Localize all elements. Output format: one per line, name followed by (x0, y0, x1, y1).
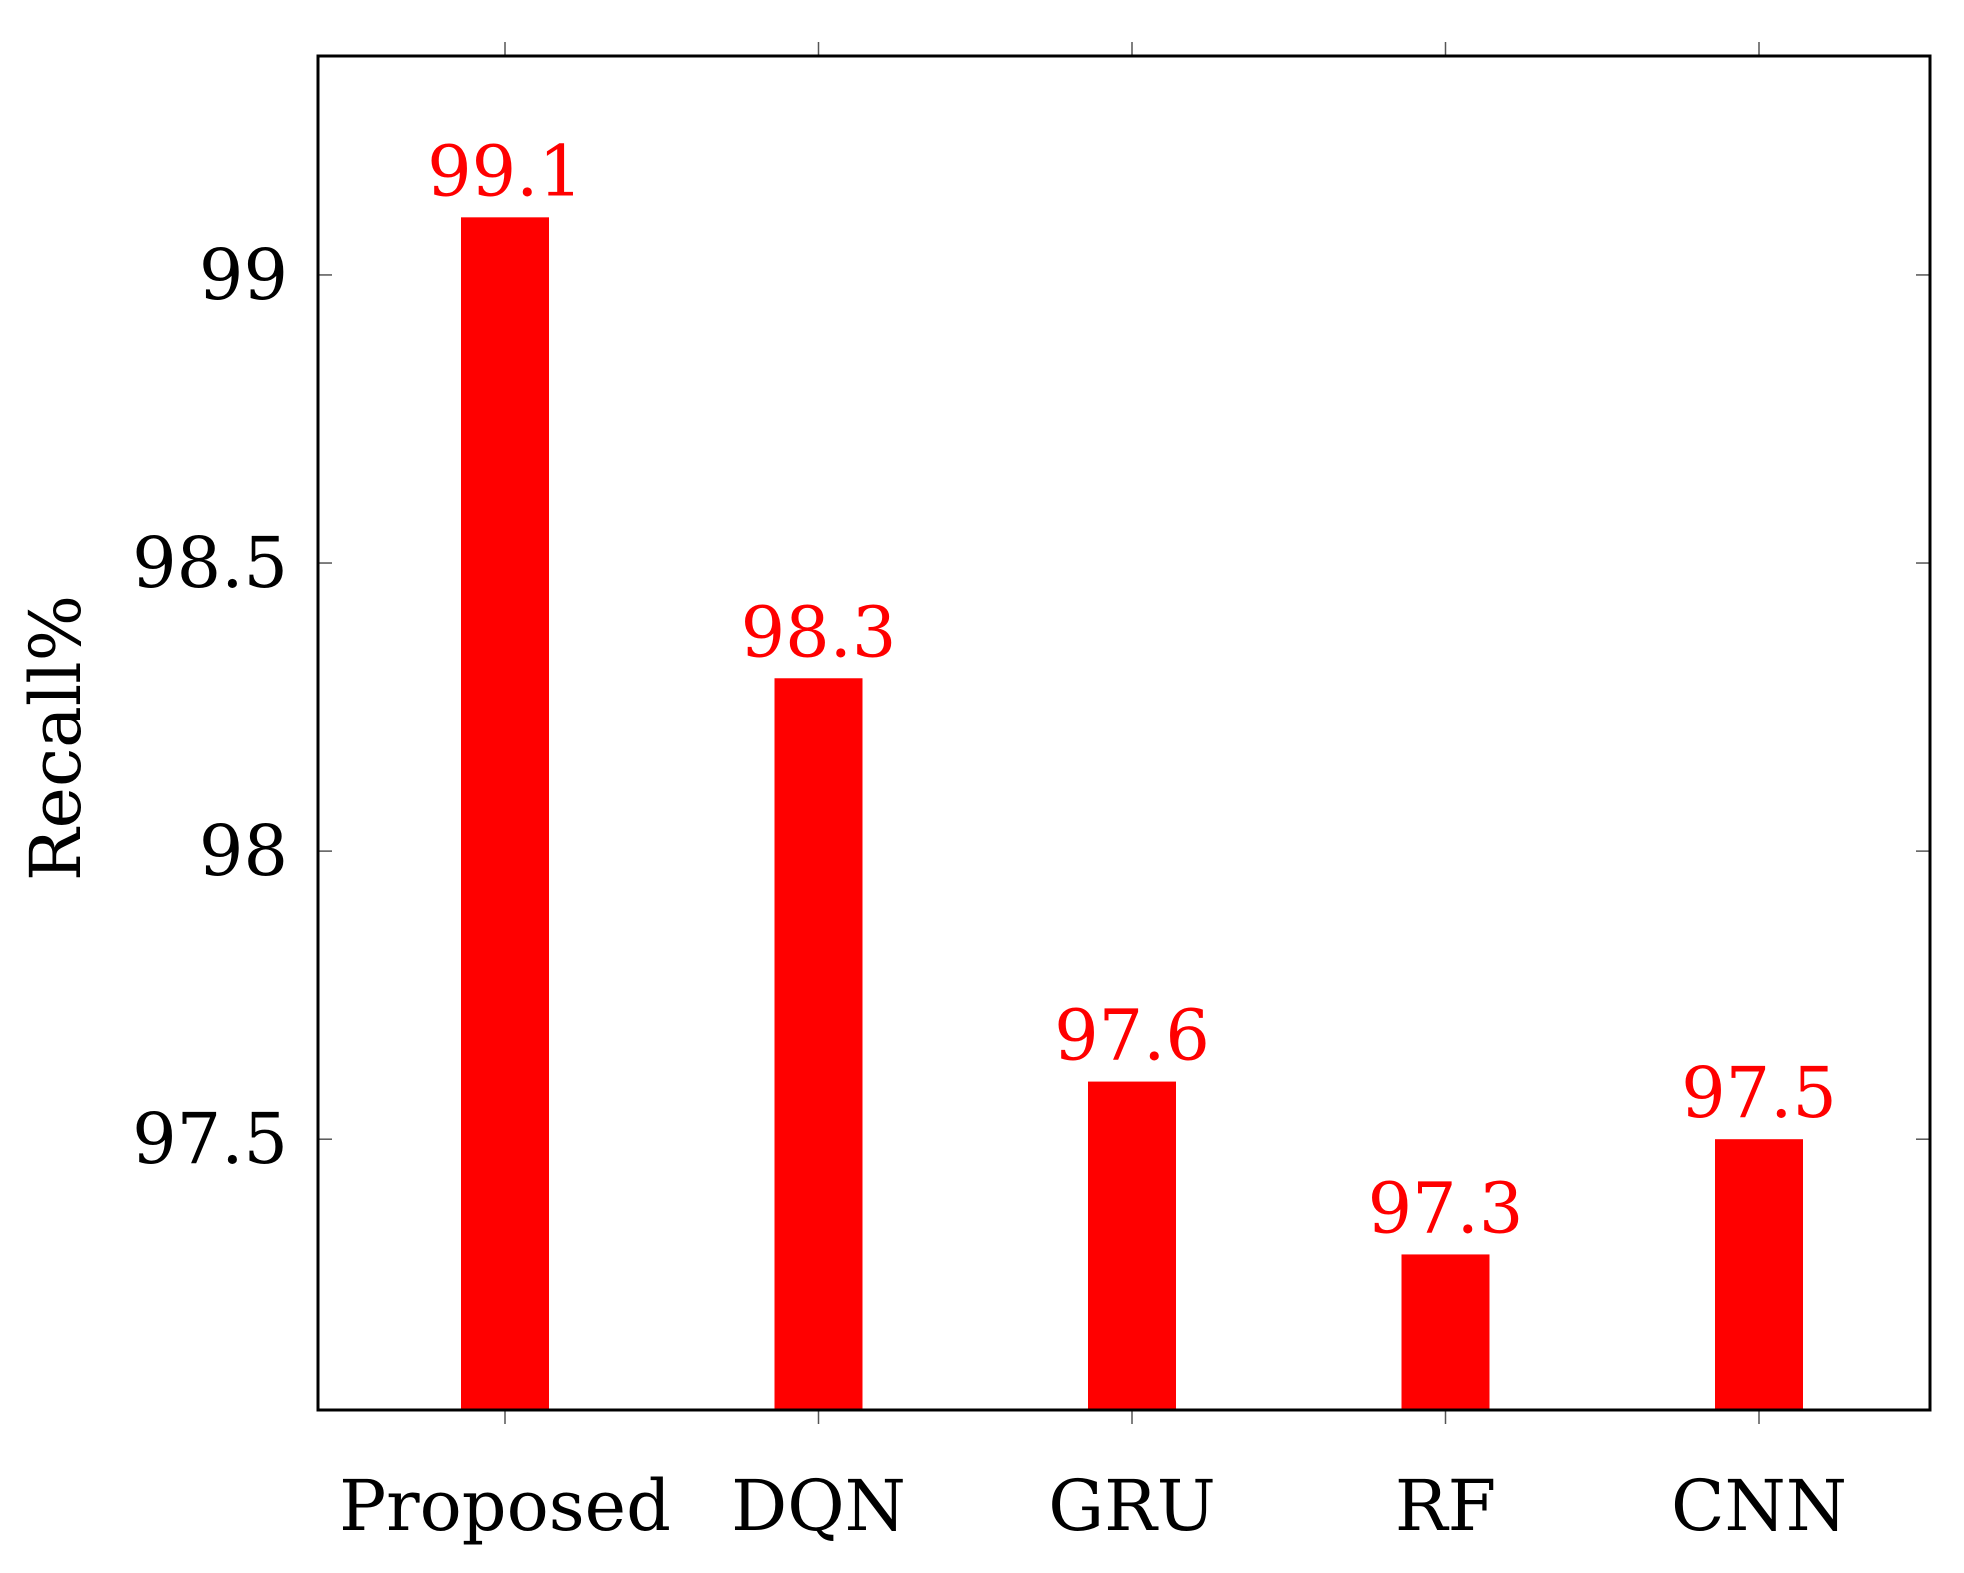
bar-rf (1401, 1254, 1490, 1410)
bar-proposed (461, 217, 549, 1411)
data-label: 99.1 (427, 130, 583, 212)
x-tick-label: Proposed (339, 1465, 671, 1547)
bars-layer (461, 217, 1803, 1411)
y-tick-label: 98 (199, 810, 288, 892)
data-label: 97.5 (1681, 1052, 1837, 1134)
data-label: 97.3 (1368, 1167, 1524, 1249)
x-tick-label: DQN (731, 1465, 906, 1547)
y-axis-title: Recall% (15, 595, 97, 881)
y-tick-label: 97.5 (132, 1098, 288, 1180)
x-tick-label: RF (1395, 1465, 1496, 1547)
y-tick-label: 98.5 (132, 522, 288, 604)
data-label: 97.6 (1054, 995, 1210, 1077)
bar-gru (1088, 1081, 1176, 1410)
x-tick-label: CNN (1671, 1465, 1847, 1547)
bar-dqn (774, 678, 863, 1410)
ticks-layer (318, 42, 1930, 1424)
labels-layer: Proposed 99.1 DQN 98.3 GRU 97.6 RF 97.3 CNN 97.5 9… (132, 130, 1847, 1547)
y-tick-label: 99 (199, 234, 288, 316)
x-tick-label: GRU (1048, 1465, 1216, 1547)
data-label: 98.3 (741, 591, 897, 673)
bar-cnn (1715, 1139, 1803, 1410)
plot-frame (316, 54, 1932, 1412)
